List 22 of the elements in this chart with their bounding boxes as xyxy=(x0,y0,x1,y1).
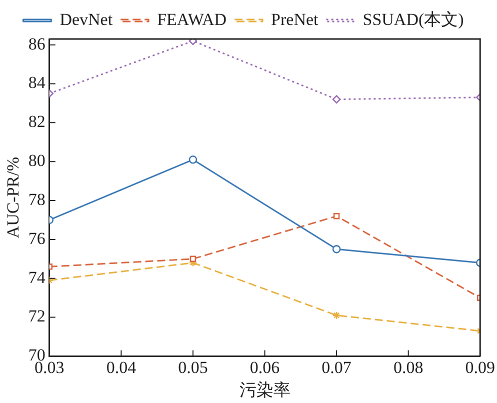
x-tick-label: 0.06 xyxy=(250,358,280,377)
x-tick-label: 0.05 xyxy=(178,358,208,377)
y-tick-label: 82 xyxy=(28,112,46,132)
y-axis-title: AUC-PR/% xyxy=(4,156,23,238)
x-tick-label: 0.04 xyxy=(106,358,137,377)
x-tick-label: 0.08 xyxy=(393,358,424,377)
x-tick-label: 0.09 xyxy=(465,358,495,377)
legend-label: PreNet xyxy=(271,10,319,29)
y-tick-label: 86 xyxy=(28,34,46,54)
y-tick-label: 76 xyxy=(28,228,46,248)
legend-label: SSUAD(本文) xyxy=(362,10,464,29)
x-tick-label: 0.07 xyxy=(322,358,352,377)
point xyxy=(190,256,196,262)
point xyxy=(333,212,340,220)
x-axis-title: 污染率 xyxy=(239,380,290,400)
legend-label: DevNet xyxy=(60,10,113,29)
y-tick-label: 74 xyxy=(28,268,46,287)
legend-label: FEAWAD xyxy=(157,10,227,29)
y-tick-label: 80 xyxy=(28,151,46,170)
y-tick-label: 78 xyxy=(28,190,46,209)
y-tick-label: 84 xyxy=(28,73,46,92)
y-tick-label: 72 xyxy=(28,306,46,326)
